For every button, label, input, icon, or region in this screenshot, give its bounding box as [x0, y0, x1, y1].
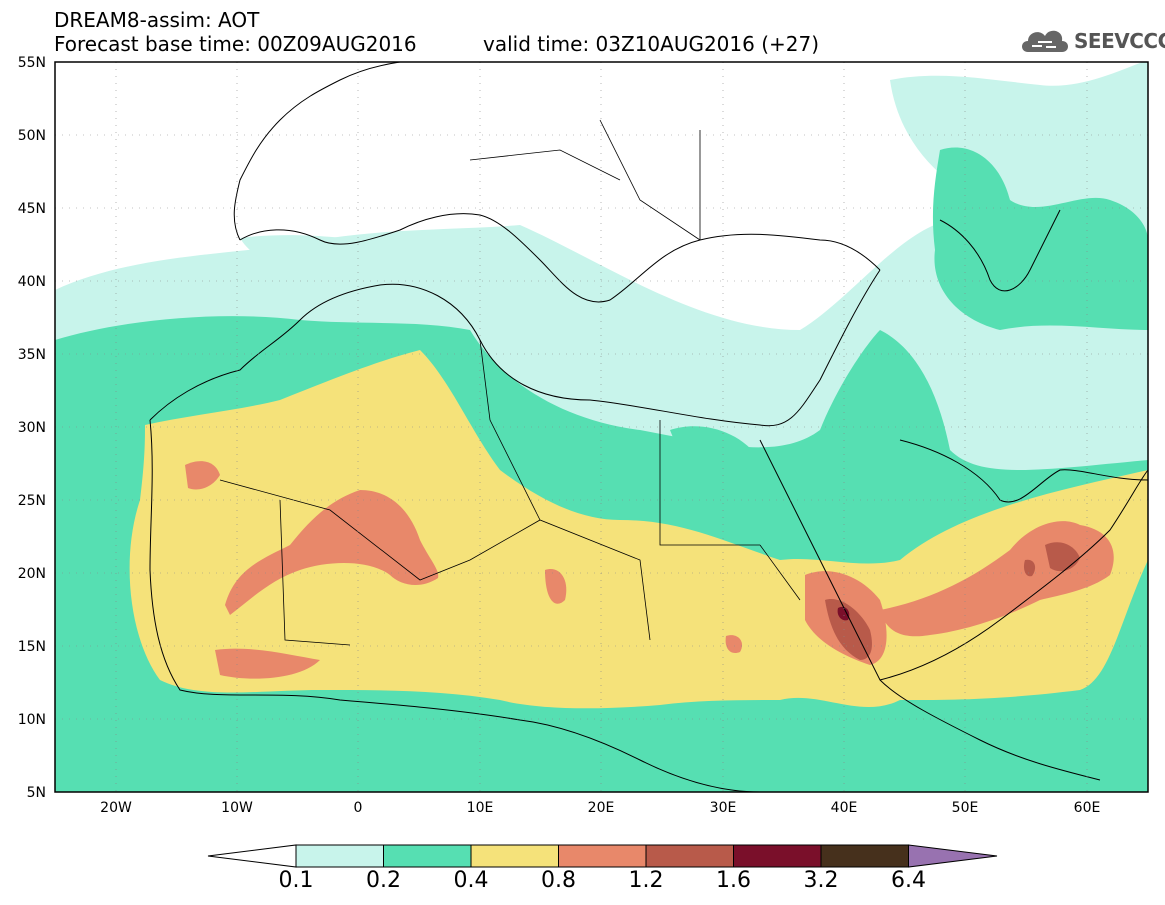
coastlines [149, 62, 1148, 792]
lat-label: 45N [18, 201, 46, 217]
seevccc-logo: SEEVCCC [1018, 24, 1165, 56]
lon-labels: 20W 10W 0 10E 20E 30E 40E 50E 60E [100, 800, 1100, 816]
colorbar-swatch [383, 844, 472, 868]
colorbar-high-triangle [908, 844, 998, 868]
lat-label: 50N [18, 128, 46, 144]
lat-labels: 55N 50N 45N 40N 35N 30N 25N 20N 15N 10N … [18, 55, 46, 801]
country-borders [219, 119, 801, 646]
lat-label: 5N [27, 785, 46, 801]
logo-text: SEEVCCC [1074, 29, 1165, 53]
colorbar-label: 6.4 [891, 868, 926, 893]
colorbar-low-triangle [207, 844, 297, 868]
colorbar-swatch [645, 844, 734, 868]
lon-label: 40E [831, 800, 858, 816]
colorbar-label: 1.2 [628, 868, 664, 893]
cloud-icon [1022, 30, 1068, 52]
colorbar-label: 0.1 [278, 868, 314, 893]
colorbar-swatch [820, 844, 909, 868]
lon-label: 50E [952, 800, 979, 816]
colorbar-swatch [295, 844, 384, 868]
colorbar-label: 0.8 [541, 868, 576, 893]
colorbar-swatch [558, 844, 647, 868]
lat-label: 35N [18, 347, 46, 363]
lat-label: 10N [18, 712, 46, 728]
color-bar [207, 844, 998, 868]
lon-label: 10E [467, 800, 494, 816]
lat-label: 55N [18, 55, 46, 71]
colorbar-label: 0.2 [366, 868, 401, 893]
aot-field-1.2 [825, 542, 1080, 660]
title-line-2: Forecast base time: 00Z09AUG2016 [54, 32, 417, 56]
lon-label: 0 [354, 800, 363, 816]
lat-label: 40N [18, 274, 46, 290]
lon-label: 20W [100, 800, 132, 816]
title-line-1: DREAM8-assim: AOT [54, 8, 260, 32]
aot-field-1.6 [837, 606, 850, 621]
colorbar-label: 0.4 [453, 868, 489, 893]
colorbar-swatch [733, 844, 822, 868]
lat-label: 25N [18, 493, 46, 509]
lon-label: 30E [710, 800, 737, 816]
map-frame [54, 61, 1149, 793]
colorbar-swatch [470, 844, 559, 868]
grid-lines [55, 62, 1148, 792]
lat-label: 15N [18, 639, 46, 655]
lat-label: 30N [18, 420, 46, 436]
lon-label: 20E [588, 800, 615, 816]
colorbar-label: 1.6 [716, 868, 751, 893]
lon-label: 60E [1074, 800, 1101, 816]
valid-time: valid time: 03Z10AUG2016 (+27) [483, 32, 820, 56]
lat-label: 20N [18, 566, 46, 582]
colorbar-label: 3.2 [803, 868, 839, 893]
lon-label: 10W [221, 800, 253, 816]
